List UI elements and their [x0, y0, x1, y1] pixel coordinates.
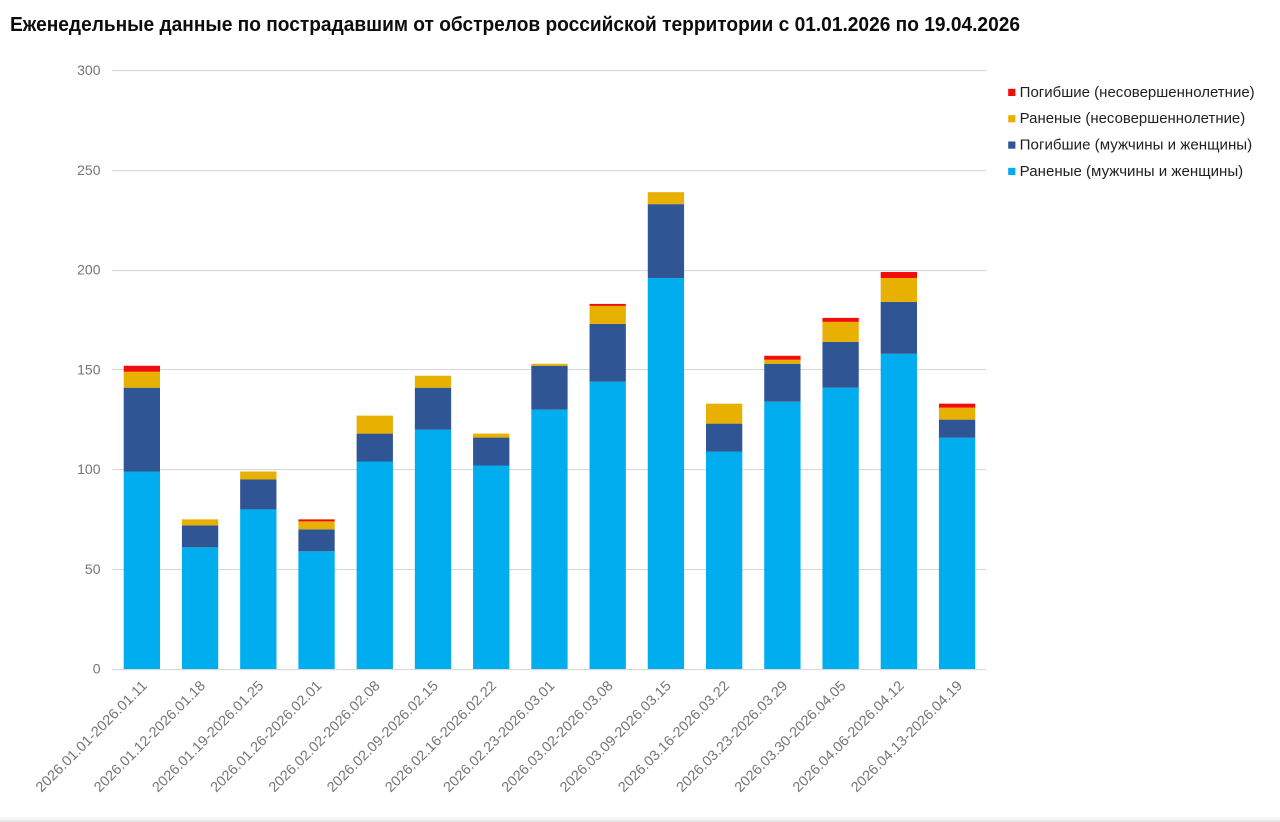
- svg-text:250: 250: [77, 162, 101, 178]
- svg-text:50: 50: [85, 561, 101, 577]
- svg-text:100: 100: [77, 461, 101, 477]
- svg-text:0: 0: [93, 661, 101, 677]
- svg-text:Еженедельные данные по пострад: Еженедельные данные по пострадавшим от о…: [10, 14, 1020, 36]
- svg-text:150: 150: [77, 361, 101, 377]
- svg-text:Погибшие (несовершеннолетние): Погибшие (несовершеннолетние): [1020, 85, 1255, 101]
- svg-text:300: 300: [77, 62, 101, 78]
- svg-text:200: 200: [77, 262, 101, 278]
- svg-text:Раненые (мужчины и женщины): Раненые (мужчины и женщины): [1020, 164, 1243, 180]
- svg-text:Погибшие (мужчины и женщины): Погибшие (мужчины и женщины): [1020, 138, 1252, 154]
- svg-text:Раненые (несовершеннолетние): Раненые (несовершеннолетние): [1020, 111, 1246, 127]
